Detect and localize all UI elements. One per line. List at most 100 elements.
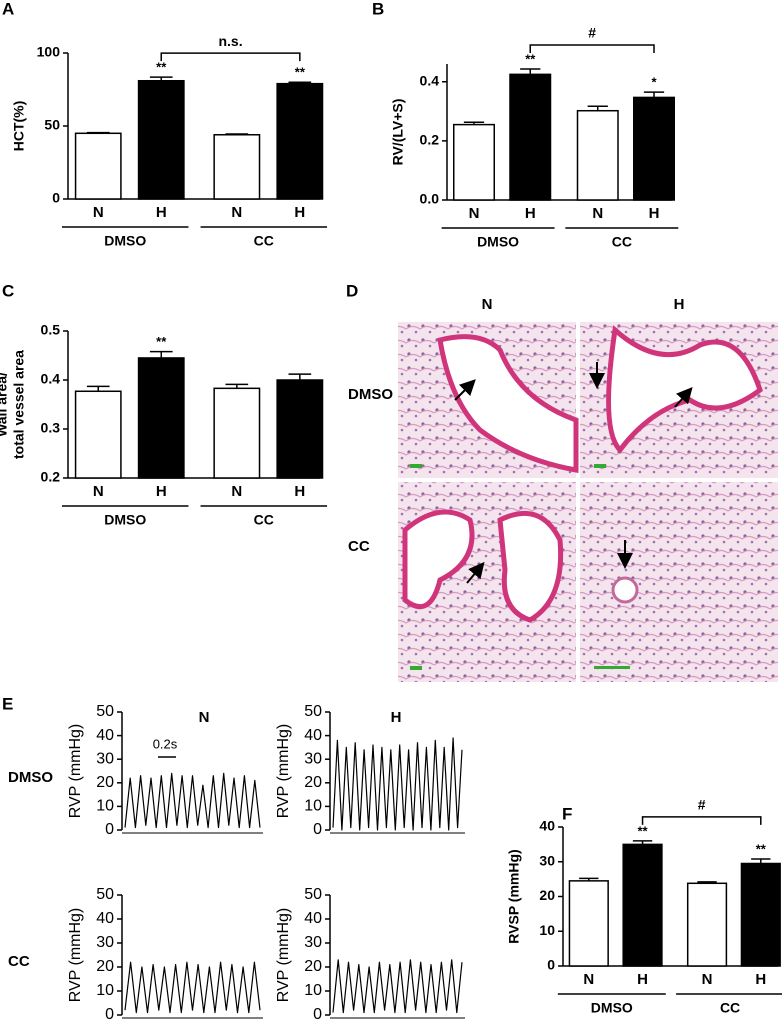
panel-letter: F bbox=[562, 804, 572, 823]
bar bbox=[509, 73, 552, 201]
pressure-trace bbox=[332, 737, 463, 831]
y-tick-label: 0.2 bbox=[41, 469, 61, 485]
group-label: CC bbox=[612, 234, 632, 250]
y-tick-label: 10 bbox=[304, 982, 322, 999]
row-label: CC bbox=[8, 953, 30, 970]
y-tick-label: 40 bbox=[304, 727, 322, 744]
x-tick-label: N bbox=[583, 971, 594, 988]
y-tick-label: 50 bbox=[304, 886, 322, 903]
y-axis-label: RVP (mmHg) bbox=[275, 724, 292, 819]
y-axis-label: Wall area/ bbox=[0, 372, 10, 437]
bar bbox=[213, 134, 261, 200]
row-label: CC bbox=[348, 538, 370, 555]
y-tick-label: 0.0 bbox=[420, 191, 440, 207]
arrow bbox=[454, 379, 476, 401]
vessel bbox=[611, 576, 639, 604]
x-tick-label: H bbox=[525, 205, 536, 222]
panel-letter: B bbox=[372, 0, 384, 18]
panel-letter: D bbox=[346, 281, 358, 300]
comparison-label: n.s. bbox=[218, 33, 242, 49]
y-tick-label: 40 bbox=[304, 910, 322, 927]
bar bbox=[568, 880, 609, 967]
group-label: CC bbox=[720, 1000, 740, 1016]
bar bbox=[453, 123, 495, 201]
group-label: CC bbox=[254, 512, 274, 528]
y-tick-label: 20 bbox=[539, 887, 555, 903]
x-tick-label: N bbox=[93, 204, 104, 221]
y-tick-label: 10 bbox=[96, 798, 114, 815]
bar bbox=[686, 882, 728, 967]
x-tick-label: H bbox=[755, 971, 766, 988]
y-axis-label: RVP (mmHg) bbox=[67, 724, 84, 819]
x-tick-label: H bbox=[294, 483, 305, 500]
panel-letter: E bbox=[2, 694, 13, 713]
y-tick-label: 30 bbox=[96, 934, 114, 951]
column-label: H bbox=[674, 296, 685, 313]
row-label: DMSO bbox=[8, 769, 53, 786]
y-tick-label: 0.5 bbox=[41, 322, 61, 338]
group-label: DMSO bbox=[591, 1000, 633, 1016]
significance: ** bbox=[156, 60, 167, 75]
y-axis-label: HCT(%) bbox=[11, 101, 27, 152]
y-tick-label: 20 bbox=[96, 958, 114, 975]
bar bbox=[276, 379, 324, 479]
y-tick-label: 0.4 bbox=[41, 371, 61, 387]
pressure-trace bbox=[124, 961, 261, 1014]
x-tick-label: N bbox=[702, 971, 713, 988]
group-label: DMSO bbox=[104, 512, 146, 528]
y-tick-label: 30 bbox=[96, 750, 114, 767]
vessel bbox=[437, 334, 579, 473]
y-tick-label: 0 bbox=[52, 190, 60, 206]
scale-bar bbox=[410, 464, 422, 468]
bar bbox=[74, 132, 122, 200]
y-axis-label: RV/(LV+S) bbox=[390, 99, 406, 166]
significance: ** bbox=[525, 51, 536, 66]
y-tick-label: 10 bbox=[96, 982, 114, 999]
comparison-label: # bbox=[588, 25, 596, 41]
group-label: CC bbox=[254, 233, 274, 249]
y-tick-label: 50 bbox=[96, 703, 114, 720]
y-tick-label: 50 bbox=[44, 117, 60, 133]
y-axis-label: total vessel area bbox=[11, 350, 27, 459]
bar bbox=[137, 357, 185, 479]
y-tick-label: 40 bbox=[96, 727, 114, 744]
y-tick-label: 0 bbox=[313, 821, 322, 838]
panel-letter: C bbox=[2, 281, 14, 300]
x-tick-label: N bbox=[592, 205, 603, 222]
bar bbox=[137, 79, 185, 200]
y-tick-label: 0.2 bbox=[420, 132, 440, 148]
x-tick-label: N bbox=[469, 205, 480, 222]
comparison-bracket bbox=[529, 44, 655, 54]
y-tick-label: 50 bbox=[96, 886, 114, 903]
x-tick-label: N bbox=[93, 483, 104, 500]
micrograph bbox=[580, 482, 778, 682]
y-tick-label: 20 bbox=[304, 774, 322, 791]
y-tick-label: 40 bbox=[539, 818, 555, 834]
y-tick-label: 30 bbox=[539, 852, 555, 868]
column-label: H bbox=[391, 709, 402, 726]
bar bbox=[276, 82, 324, 200]
bar bbox=[74, 390, 122, 479]
significance: ** bbox=[295, 65, 306, 80]
bar bbox=[740, 862, 781, 967]
vessel bbox=[497, 510, 564, 623]
comparison-label: # bbox=[698, 797, 706, 813]
comparison-bracket bbox=[641, 816, 762, 825]
x-tick-label: N bbox=[231, 483, 242, 500]
scale-bar bbox=[410, 666, 422, 670]
y-tick-label: 50 bbox=[304, 703, 322, 720]
significance: ** bbox=[156, 334, 167, 349]
scale-bar-label: 0.2s bbox=[153, 736, 178, 751]
significance: ** bbox=[637, 823, 648, 838]
scale-bar bbox=[594, 666, 630, 669]
bar bbox=[213, 387, 261, 479]
y-tick-label: 30 bbox=[304, 934, 322, 951]
y-tick-label: 0 bbox=[105, 821, 114, 838]
panel-letter: A bbox=[2, 0, 14, 18]
bar bbox=[633, 96, 675, 201]
y-axis-label: RVP (mmHg) bbox=[275, 908, 292, 1003]
y-tick-label: 0 bbox=[313, 1006, 322, 1023]
y-tick-label: 0 bbox=[547, 957, 555, 973]
y-tick-label: 10 bbox=[539, 922, 555, 938]
